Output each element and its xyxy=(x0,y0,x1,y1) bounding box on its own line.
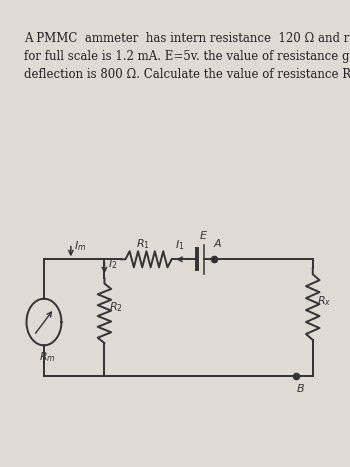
Text: $A$: $A$ xyxy=(213,237,222,249)
Text: $R_x$: $R_x$ xyxy=(317,294,332,308)
Text: $I_2$: $I_2$ xyxy=(108,257,117,271)
Text: $R_1$: $R_1$ xyxy=(136,237,150,250)
Text: $B$: $B$ xyxy=(296,382,305,394)
Text: A PMMC  ammeter  has intern resistance  120 Ω and required current
for full scal: A PMMC ammeter has intern resistance 120… xyxy=(24,32,350,81)
Text: $R_2$: $R_2$ xyxy=(109,301,123,314)
Text: $E$: $E$ xyxy=(199,229,208,241)
Text: $I_1$: $I_1$ xyxy=(175,238,184,252)
Text: $R_m$: $R_m$ xyxy=(39,350,56,363)
Text: $I_m$: $I_m$ xyxy=(74,240,86,253)
